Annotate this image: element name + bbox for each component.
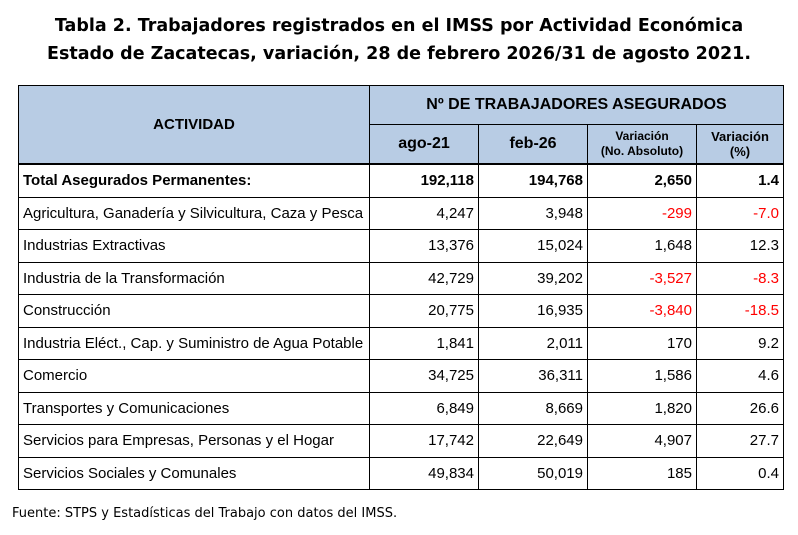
var-pct-l2: (%) <box>729 144 751 159</box>
workers-table: ACTIVIDAD Nº DE TRABAJADORES ASEGURADOS … <box>18 85 784 490</box>
cell-a: 1,841 <box>369 326 479 360</box>
cell-a: 17,742 <box>369 424 479 458</box>
title-line-2: Estado de Zacatecas, variación, 28 de fe… <box>46 44 751 64</box>
cell-p: 27.7 <box>696 424 784 458</box>
cell-p: 4.6 <box>696 359 784 393</box>
cell-a: 192,118 <box>369 163 479 198</box>
table-row: Transportes y Comunicaciones 6,849 8,669 1,… <box>18 391 784 425</box>
col-ago21: ago-21 <box>369 124 479 165</box>
cell-v: 170 <box>587 326 697 360</box>
cell-p: 1.4 <box>696 163 784 198</box>
cell-b: 2,011 <box>478 326 588 360</box>
cell-p: 12.3 <box>696 229 784 263</box>
cell-name: Agricultura, Ganadería y Silvicultura, C… <box>18 196 370 230</box>
cell-name: Industria de la Transformación <box>18 261 370 295</box>
cell-v: 185 <box>587 456 697 490</box>
cell-p: 26.6 <box>696 391 784 425</box>
cell-b: 16,935 <box>478 294 588 328</box>
cell-a: 6,849 <box>369 391 479 425</box>
cell-v: 2,650 <box>587 163 697 198</box>
cell-b: 8,669 <box>478 391 588 425</box>
cell-b: 36,311 <box>478 359 588 393</box>
cell-name: Industria Eléct., Cap. y Suministro de A… <box>18 326 370 360</box>
cell-v: 1,820 <box>587 391 697 425</box>
cell-a: 20,775 <box>369 294 479 328</box>
table-title: Tabla 2. Trabajadores registrados en el … <box>0 12 798 68</box>
cell-b: 50,019 <box>478 456 588 490</box>
cell-name: Total Asegurados Permanentes: <box>18 163 370 198</box>
col-var-pct: Variación (%) <box>696 124 784 165</box>
cell-name: Transportes y Comunicaciones <box>18 391 370 425</box>
source-note: Fuente: STPS y Estadísticas del Trabajo … <box>12 506 398 521</box>
table-row: Industrias Extractivas 13,376 15,024 1,648 1… <box>18 229 784 263</box>
title-line-1: Tabla 2. Trabajadores registrados en el … <box>54 16 744 36</box>
table-row: Construcción 20,775 16,935 -3,840 -18.5 <box>18 294 784 328</box>
cell-a: 13,376 <box>369 229 479 263</box>
cell-a: 34,725 <box>369 359 479 393</box>
cell-b: 39,202 <box>478 261 588 295</box>
cell-v: -3,840 <box>587 294 697 328</box>
cell-v: 1,586 <box>587 359 697 393</box>
cell-p: 0.4 <box>696 456 784 490</box>
var-abs-l1: Variación <box>615 129 669 143</box>
table-row: Servicios Sociales y Comunales 49,834 50,0… <box>18 456 784 490</box>
cell-name: Construcción <box>18 294 370 328</box>
cell-name: Comercio <box>18 359 370 393</box>
cell-p: 9.2 <box>696 326 784 360</box>
cell-p: -18.5 <box>696 294 784 328</box>
cell-v: 1,648 <box>587 229 697 263</box>
cell-b: 3,948 <box>478 196 588 230</box>
cell-b: 15,024 <box>478 229 588 263</box>
col-group: Nº DE TRABAJADORES ASEGURADOS <box>369 85 784 125</box>
cell-p: -7.0 <box>696 196 784 230</box>
var-pct-l1: Variación <box>711 129 769 144</box>
table-row: Agricultura, Ganadería y Silvicultura, C… <box>18 196 784 230</box>
cell-name: Servicios Sociales y Comunales <box>18 456 370 490</box>
cell-name: Servicios para Empresas, Personas y el H… <box>18 424 370 458</box>
col-var-abs: Variación (No. Absoluto) <box>587 124 697 165</box>
col-feb26: feb-26 <box>478 124 588 165</box>
cell-a: 49,834 <box>369 456 479 490</box>
col-actividad: ACTIVIDAD <box>18 85 370 165</box>
table-row: Industria Eléct., Cap. y Suministro de A… <box>18 326 784 360</box>
cell-v: -299 <box>587 196 697 230</box>
total-row: Total Asegurados Permanentes: 192,118 194,… <box>18 163 784 198</box>
cell-b: 194,768 <box>478 163 588 198</box>
cell-a: 42,729 <box>369 261 479 295</box>
cell-name: Industrias Extractivas <box>18 229 370 263</box>
table-row: Servicios para Empresas, Personas y el H… <box>18 424 784 458</box>
cell-a: 4,247 <box>369 196 479 230</box>
table-row: Comercio 34,725 36,311 1,586 4.6 <box>18 359 784 393</box>
cell-v: 4,907 <box>587 424 697 458</box>
cell-v: -3,527 <box>587 261 697 295</box>
cell-b: 22,649 <box>478 424 588 458</box>
table-row: Industria de la Transformación 42,729 39,2… <box>18 261 784 295</box>
var-abs-l2: (No. Absoluto) <box>600 144 684 158</box>
cell-p: -8.3 <box>696 261 784 295</box>
